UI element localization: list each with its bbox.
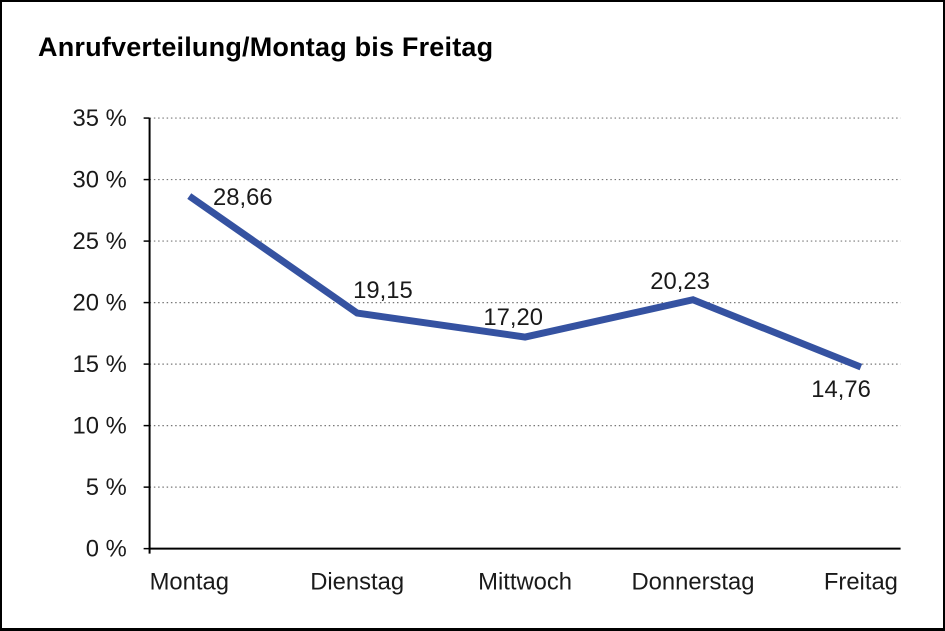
x-axis-label: Freitag xyxy=(824,568,898,595)
data-line xyxy=(187,193,863,371)
data-point-label: 28,66 xyxy=(213,184,273,211)
x-axis-label: Dienstag xyxy=(310,568,404,595)
y-axis-label: 0 % xyxy=(86,536,127,563)
y-axis-label: 35 % xyxy=(73,105,127,132)
y-axis-label: 15 % xyxy=(73,351,127,378)
y-axis-label: 20 % xyxy=(73,290,127,317)
data-point-label: 19,15 xyxy=(353,277,413,304)
y-axis-label: 30 % xyxy=(73,167,127,194)
data-point-label: 20,23 xyxy=(650,268,710,295)
y-axis-label: 10 % xyxy=(73,413,127,440)
data-point-label: 14,76 xyxy=(811,376,871,403)
y-axis-label: 25 % xyxy=(73,228,127,255)
x-axis-label: Mittwoch xyxy=(478,568,572,595)
chart-title: Anrufverteilung/Montag bis Freitag xyxy=(38,32,494,62)
data-point-label: 17,20 xyxy=(483,304,543,331)
x-axis-label: Montag xyxy=(150,568,229,595)
x-axis-label: Donnerstag xyxy=(631,568,754,595)
y-axis-label: 5 % xyxy=(86,474,127,501)
